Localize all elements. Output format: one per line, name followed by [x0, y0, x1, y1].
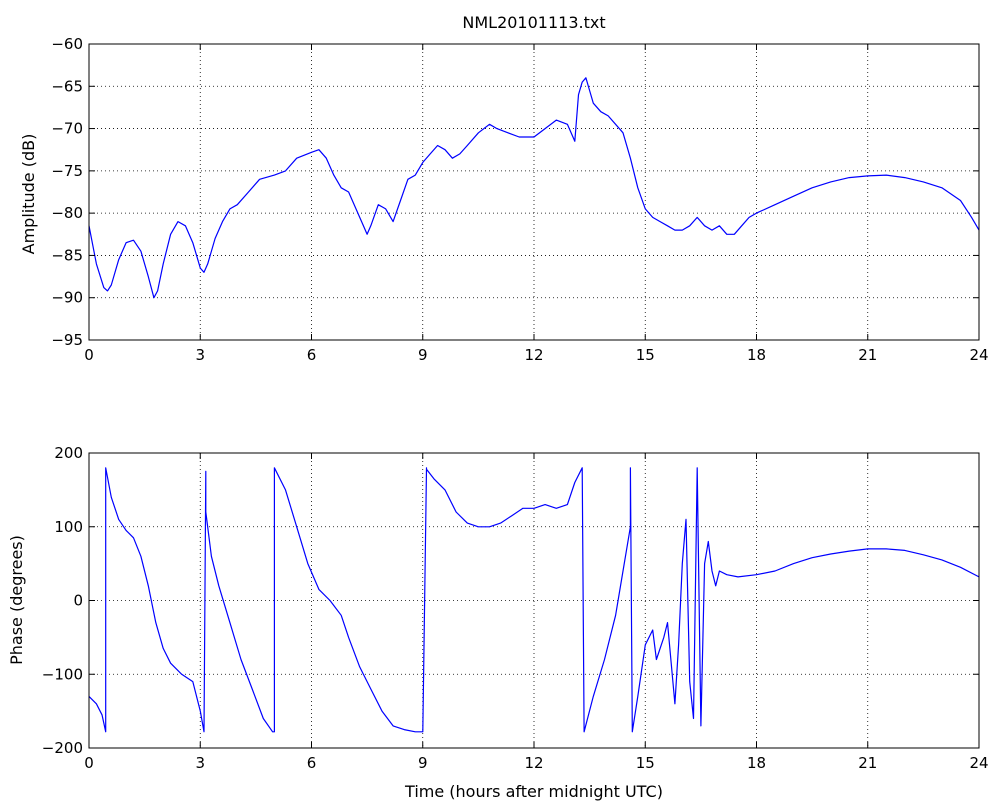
x-tick-label: 6 — [307, 346, 317, 364]
y-tick-label: −95 — [51, 331, 83, 349]
amplitude-ticks: 0 3 6 9 12 15 18 21 24 −60 −65 −70 −75 −80 −85 −90 −95 — [51, 35, 988, 364]
y-tick-label: −200 — [42, 739, 83, 757]
x-tick-label: 3 — [195, 346, 205, 364]
series-line — [88, 467, 980, 733]
x-tick-label: 24 — [969, 754, 988, 772]
amplitude-grid — [89, 44, 979, 340]
phase-ticks: 0 3 6 9 12 15 18 21 24 200 100 0 −100 −200 — [42, 444, 989, 772]
y-tick-label: 0 — [73, 592, 83, 610]
amplitude-y-axis-label: Amplitude (dB) — [19, 134, 38, 255]
y-tick-label: 200 — [54, 444, 83, 462]
time-x-axis-label: Time (hours after midnight UTC) — [404, 782, 663, 801]
x-tick-label: 9 — [418, 346, 428, 364]
x-tick-label: 18 — [747, 346, 766, 364]
y-tick-label: −60 — [51, 35, 83, 53]
x-tick-label: 24 — [969, 346, 988, 364]
x-tick-label: 21 — [858, 346, 877, 364]
x-tick-label: 3 — [195, 754, 205, 772]
phase-plot-frame — [88, 452, 980, 749]
y-tick-label: −65 — [51, 77, 83, 95]
phase-y-axis-label: Phase (degrees) — [7, 535, 26, 665]
x-tick-label: 18 — [747, 754, 766, 772]
amplitude-panel: NML20101113.txt Amplitude (dB) 0 3 6 9 12 15 1… — [19, 13, 989, 364]
amplitude-plot-frame — [88, 43, 980, 341]
x-tick-label: 12 — [524, 754, 543, 772]
x-tick-label: 12 — [524, 346, 543, 364]
y-tick-label: −80 — [51, 204, 83, 222]
x-tick-label: 0 — [84, 346, 94, 364]
x-tick-label: 15 — [636, 346, 655, 364]
y-tick-label: −90 — [51, 289, 83, 307]
series-line — [88, 77, 980, 299]
y-tick-label: 100 — [54, 518, 83, 536]
y-tick-label: −75 — [51, 162, 83, 180]
y-tick-label: −85 — [51, 246, 83, 264]
amplitude-series — [88, 77, 980, 299]
chart-title: NML20101113.txt — [462, 13, 605, 32]
x-tick-label: 9 — [418, 754, 428, 772]
x-tick-label: 0 — [84, 754, 94, 772]
y-tick-label: −70 — [51, 120, 83, 138]
phase-grid — [89, 453, 979, 748]
phase-series — [88, 467, 980, 733]
x-tick-label: 15 — [636, 754, 655, 772]
x-tick-label: 21 — [858, 754, 877, 772]
y-tick-label: −100 — [42, 665, 83, 683]
phase-panel: Phase (degrees) Time (hours after midnig… — [7, 444, 989, 801]
x-tick-label: 6 — [307, 754, 317, 772]
